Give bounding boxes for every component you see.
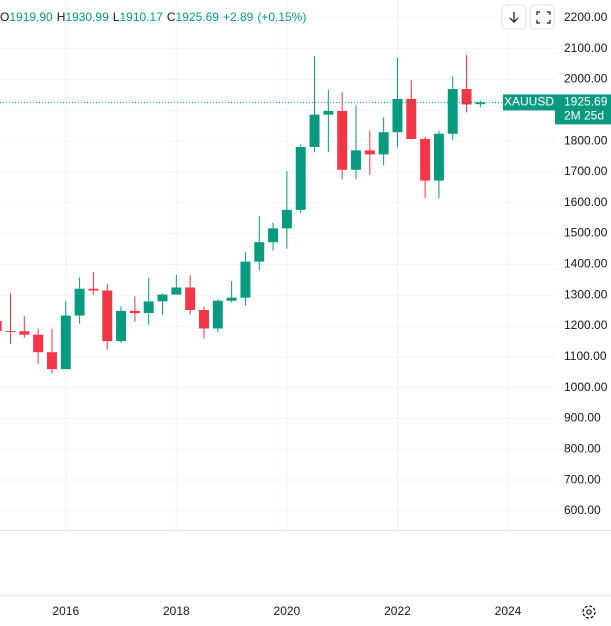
header-item: 1930.99	[65, 10, 109, 24]
candle-body	[74, 288, 85, 316]
y-tick-label: 600.00	[564, 503, 601, 517]
candle-body	[323, 110, 334, 115]
candle-body	[406, 98, 417, 139]
y-tick-label: 900.00	[564, 411, 601, 425]
candle-body	[392, 98, 403, 133]
x-tick-label: 2020	[274, 604, 301, 618]
candle-body	[19, 331, 30, 335]
y-tick-label: 2100.00	[564, 41, 608, 55]
candle-body	[337, 110, 348, 170]
y-tick-label: 1000.00	[564, 380, 608, 394]
candle-body	[46, 352, 57, 370]
icon-arrow	[509, 12, 519, 23]
candle-body	[33, 334, 44, 353]
header-item: +2.89	[223, 10, 254, 24]
header-item: H	[57, 10, 66, 24]
y-tick-label: 2200.00	[564, 10, 608, 24]
candle-body	[171, 287, 182, 295]
y-tick-label: 1300.00	[564, 287, 608, 301]
candle-body	[5, 330, 16, 332]
x-tick-label: 2016	[52, 604, 79, 618]
x-tick-label: 2018	[163, 604, 190, 618]
candle-body	[0, 321, 2, 331]
candle-body	[157, 294, 168, 302]
symbol-tag	[503, 94, 555, 111]
candle-body	[199, 309, 209, 329]
icon-gear[interactable]	[582, 605, 596, 619]
icon-gear-center	[586, 609, 592, 615]
button-reset[interactable]	[529, 4, 555, 30]
candle-body	[226, 297, 237, 301]
candle-body	[461, 89, 472, 105]
candle-body	[240, 261, 251, 298]
header-item: 1910.17	[119, 10, 163, 24]
header-item: C	[167, 10, 176, 24]
candle-body	[268, 228, 279, 243]
icon-reset	[536, 11, 551, 24]
candle-body	[447, 89, 458, 134]
ohlc-header: O1919.90 H1930.99 L1910.17 C1925.69 +2.89 (+0…	[0, 10, 306, 24]
candle-body	[212, 300, 223, 329]
candle-body	[102, 290, 113, 342]
price-tag	[555, 94, 611, 125]
header-item: 1925.69	[176, 10, 220, 24]
candle-body	[254, 242, 265, 262]
candle-body	[143, 301, 154, 314]
candle-body	[475, 102, 486, 105]
candle-body	[88, 288, 99, 291]
header-item: O	[0, 10, 9, 24]
symbol-label: XAUUSD	[504, 95, 554, 109]
candle-body	[116, 310, 127, 342]
candle-body	[295, 146, 306, 210]
y-tick-label: 1700.00	[564, 164, 608, 178]
y-tick-label: 1600.00	[564, 195, 608, 209]
header-item: L	[113, 10, 120, 24]
candle-body	[420, 138, 431, 181]
candle-body	[351, 150, 361, 170]
settings[interactable]	[582, 605, 596, 619]
y-tick-label: 1800.00	[564, 133, 608, 147]
y-tick-label: 1400.00	[564, 257, 608, 271]
candle-body	[129, 310, 140, 314]
x-tick-label: 2022	[384, 604, 411, 618]
price-label: 1925.69	[564, 95, 608, 109]
header-item: 1919.90	[9, 10, 53, 24]
candle-body	[185, 287, 196, 310]
candle-body	[281, 209, 292, 229]
header-item: (+0.15%)	[257, 10, 306, 24]
candles	[0, 55, 486, 374]
button-frame[interactable]	[529, 4, 555, 30]
candle-body	[309, 114, 320, 147]
y-tick-label: 2000.00	[564, 72, 608, 86]
countdown-label: 2M 25d	[564, 109, 604, 123]
button-down[interactable]	[501, 4, 527, 30]
candle-body	[364, 150, 375, 155]
y-tick-label: 1500.00	[564, 226, 608, 240]
y-tick-label: 700.00	[564, 472, 601, 486]
y-tick-label: 1100.00	[564, 349, 607, 363]
y-tick-label: 800.00	[564, 441, 601, 455]
y-tick-label: 1200.00	[564, 318, 608, 332]
candle-body	[378, 132, 389, 155]
candle-body	[60, 315, 71, 370]
candle-body	[433, 133, 444, 181]
x-tick-label: 2024	[495, 604, 522, 618]
